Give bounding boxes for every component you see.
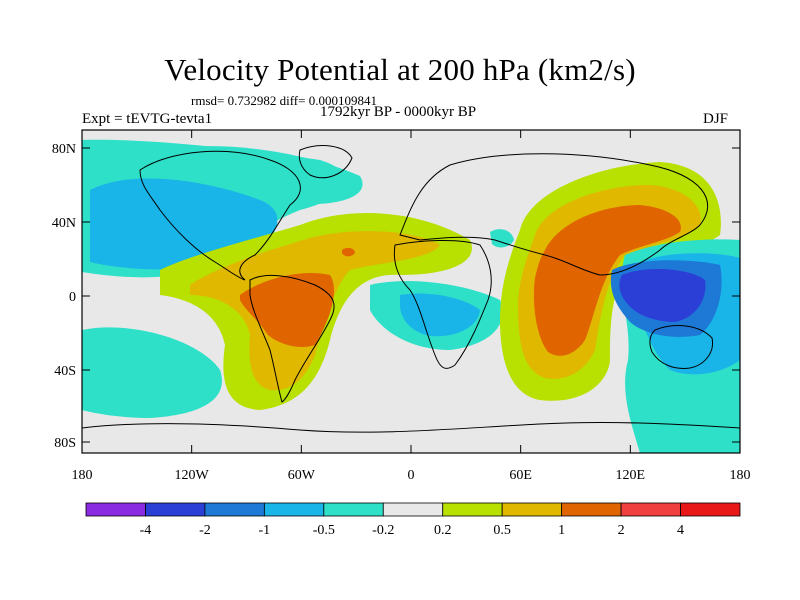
longitude-label: 180 [72, 468, 93, 483]
colorbar-label: -0.5 [313, 523, 335, 538]
colorbar-swatch [323, 502, 384, 517]
positive-region-atlantic-spot [342, 247, 355, 257]
colorbar-label: 0.5 [493, 523, 511, 538]
positive-region-south-america-core [240, 272, 335, 347]
coastline-greenland [298, 145, 353, 179]
longitude-label: 180 [730, 468, 751, 483]
colorbar-label: 1 [558, 523, 565, 538]
colorbar-swatch [680, 502, 741, 517]
longitude-label: 120E [616, 468, 646, 483]
colorbar-swatch [442, 502, 503, 517]
colorbar-label: -0.2 [372, 523, 394, 538]
colorbar-label: -4 [140, 523, 152, 538]
colorbar-swatch [501, 502, 563, 517]
colorbar-label: 4 [677, 523, 684, 538]
longitude-label: 60E [509, 468, 532, 483]
colorbar-label: -1 [259, 523, 271, 538]
period-label: 1792kyr BP - 0000kyr BP [320, 104, 477, 120]
colorbar-swatch [620, 502, 681, 517]
negative-region-north-atlantic [160, 146, 363, 205]
colorbar-label: 2 [618, 523, 625, 538]
longitude-label: 120W [175, 468, 210, 483]
longitude-label: 60W [288, 468, 316, 483]
experiment-label: Expt = tEVTG-tevta1 [82, 111, 213, 127]
latitude-label: 0 [69, 290, 76, 305]
colorbar-swatch [561, 502, 622, 517]
coastlines [82, 145, 740, 433]
coastline-south-america [249, 275, 335, 403]
latitude-axis: 80N 40N 0 40S 80S [52, 142, 740, 451]
colorbar-swatch [85, 502, 146, 517]
colorbar-swatch [263, 502, 325, 517]
coastline-antarctica [82, 422, 740, 433]
coastline-north-america [139, 150, 301, 281]
coastline-africa [393, 240, 492, 369]
latitude-label: 40S [54, 364, 76, 379]
negative-region-indian-ocean-inner [400, 293, 480, 337]
map-title: Velocity Potential at 200 hPa (km2/s) [164, 52, 636, 87]
negative-region-arabian-sea [490, 229, 514, 248]
coastline-eurasia [399, 153, 709, 276]
negative-region-south-pacific [82, 327, 222, 418]
rmsd-diff-stats: rmsd= 0.732982 diff= 0.000109841 [191, 93, 377, 108]
longitude-axis: 180 120W 60W 0 60E 120E 180 [72, 130, 751, 483]
negative-region-maritime-core [619, 268, 706, 322]
colorbar-label: 0.2 [434, 523, 452, 538]
colorbar: -4 -2 -1 -0.5 -0.2 0.2 0.5 1 2 4 [85, 502, 741, 538]
latitude-label: 80N [52, 142, 76, 157]
latitude-label: 40N [52, 216, 76, 231]
colorbar-swatch [204, 502, 265, 517]
colorbar-swatch [382, 502, 444, 517]
longitude-label: 0 [408, 468, 415, 483]
colorbar-label: -2 [199, 523, 211, 538]
colorbar-swatch [145, 502, 206, 517]
positive-region-asia-core [533, 205, 681, 356]
coastline-australia [649, 325, 714, 369]
season-label: DJF [703, 111, 729, 127]
latitude-label: 80S [54, 436, 76, 451]
